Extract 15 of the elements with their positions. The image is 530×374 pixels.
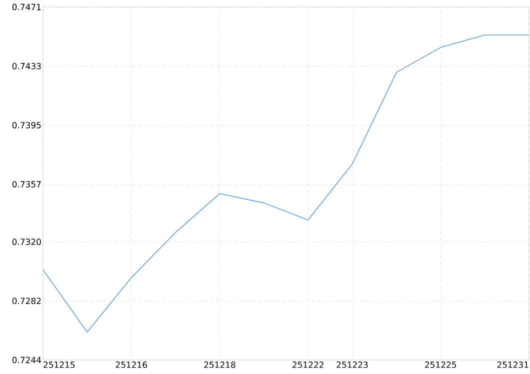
x-tick-label: 251225	[425, 362, 456, 368]
y-tick-label: 0.7282	[12, 298, 41, 304]
y-tick-label: 0.7357	[12, 181, 41, 188]
x-tick-label: 251215	[44, 362, 75, 368]
y-tick-label: 0.7433	[12, 62, 41, 70]
y-tick-label: 0.7471	[12, 4, 41, 10]
x-tick-label: 251222	[292, 362, 324, 368]
x-tick-label: 251231	[497, 362, 528, 368]
y-tick-label: 0.7244	[12, 356, 41, 364]
x-tick-label: 251218	[204, 362, 236, 368]
line-series	[43, 34, 530, 332]
x-tick-label: 251223	[336, 362, 368, 368]
y-tick-label: 0.7395	[12, 122, 41, 128]
x-tick-label: 251216	[116, 362, 147, 368]
y-tick-label: 0.7320	[12, 238, 41, 246]
